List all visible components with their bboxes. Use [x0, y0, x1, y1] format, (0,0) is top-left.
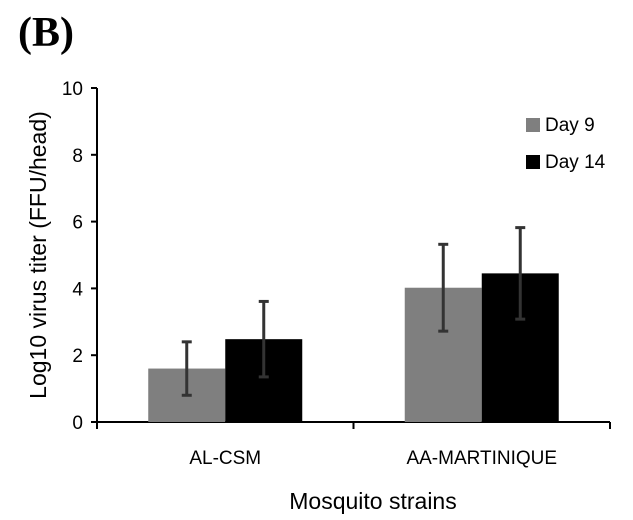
legend: Day 9 Day 14: [526, 115, 606, 173]
y-axis: 0 2 4 6 8 10: [62, 79, 98, 434]
y-tick-label: 8: [72, 146, 83, 167]
y-tick-label: 0: [72, 413, 83, 434]
y-axis-title: Log10 virus titer (FFU/head): [25, 111, 51, 399]
legend-label: Day 14: [545, 152, 606, 173]
panel-label: (B): [18, 10, 74, 56]
y-tick-label: 6: [72, 213, 83, 234]
bars: [148, 273, 559, 422]
error-bars: [181, 226, 526, 397]
category-label: AL-CSM: [189, 448, 261, 469]
x-axis: AL-CSM AA-MARTINIQUE: [96, 421, 611, 469]
y-tick-label: 2: [72, 346, 83, 367]
category-label: AA-MARTINIQUE: [406, 448, 557, 469]
legend-swatch: [526, 155, 540, 169]
y-tick-label: 10: [62, 79, 83, 100]
y-tick-label: 4: [72, 279, 83, 300]
legend-label: Day 9: [545, 115, 595, 136]
legend-swatch: [526, 118, 540, 132]
x-axis-title: Mosquito strains: [289, 488, 456, 514]
